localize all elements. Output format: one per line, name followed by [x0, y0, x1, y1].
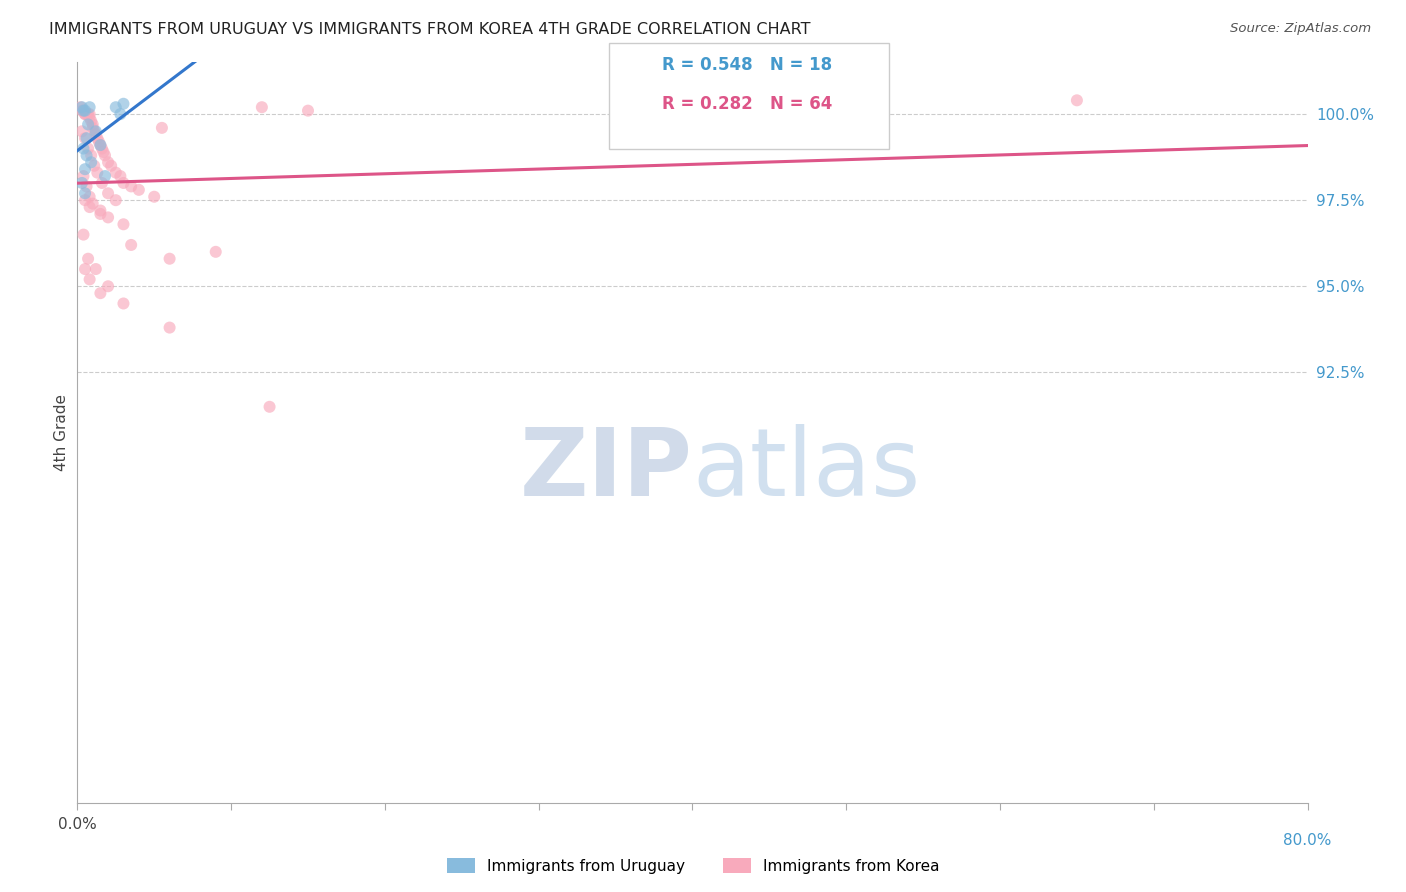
Point: [70, 124, 93, 138]
Point: [97, 155, 120, 169]
Point: [97, 279, 120, 293]
Point: [94, 148, 117, 162]
Point: [69, 100, 91, 114]
Point: [82, 120, 104, 135]
Point: [84, 128, 107, 142]
Point: [110, 107, 132, 121]
Point: [83, 124, 105, 138]
Point: [76, 107, 98, 121]
Point: [104, 193, 127, 207]
Point: [79, 111, 101, 125]
Point: [97, 211, 120, 225]
Point: [159, 320, 181, 334]
Point: [89, 207, 111, 221]
Text: 80.0%: 80.0%: [1284, 833, 1331, 848]
Point: [79, 100, 101, 114]
Point: [112, 296, 135, 310]
Point: [77, 252, 100, 266]
Point: [100, 159, 122, 173]
Point: [86, 166, 108, 180]
Text: R = 0.548   N = 18: R = 0.548 N = 18: [662, 56, 832, 74]
Point: [87, 135, 110, 149]
Point: [82, 117, 104, 131]
Point: [89, 203, 111, 218]
Point: [89, 138, 111, 153]
Point: [159, 252, 181, 266]
Point: [79, 107, 101, 121]
Point: [72, 103, 94, 118]
Point: [84, 262, 107, 277]
Point: [79, 190, 101, 204]
Point: [80, 114, 103, 128]
Point: [104, 100, 127, 114]
Point: [80, 155, 103, 169]
Point: [77, 142, 100, 156]
Text: Source: ZipAtlas.com: Source: ZipAtlas.com: [1230, 22, 1371, 36]
Text: R = 0.282   N = 64: R = 0.282 N = 64: [662, 95, 832, 113]
Point: [93, 145, 115, 159]
Point: [76, 131, 98, 145]
Point: [204, 244, 226, 259]
Point: [1066, 93, 1088, 107]
Point: [77, 107, 100, 121]
Point: [90, 176, 114, 190]
Point: [73, 162, 96, 177]
Point: [73, 262, 96, 277]
Point: [89, 286, 111, 301]
Point: [250, 100, 273, 114]
Point: [70, 103, 93, 118]
Point: [112, 176, 135, 190]
Point: [128, 183, 150, 197]
Point: [72, 169, 94, 183]
Point: [120, 179, 142, 194]
Point: [80, 148, 103, 162]
Point: [73, 131, 96, 145]
Text: atlas: atlas: [693, 424, 921, 516]
Y-axis label: 4th Grade: 4th Grade: [53, 394, 69, 471]
Point: [297, 103, 319, 118]
Point: [90, 142, 114, 156]
Point: [120, 238, 142, 252]
Point: [86, 131, 108, 145]
Point: [72, 103, 94, 118]
Point: [77, 117, 100, 131]
Point: [70, 176, 93, 190]
Point: [259, 400, 281, 414]
Point: [73, 103, 96, 118]
Point: [73, 186, 96, 201]
Point: [150, 120, 173, 135]
Point: [143, 190, 166, 204]
Point: [79, 200, 101, 214]
Point: [82, 196, 104, 211]
Point: [76, 148, 98, 162]
Point: [94, 169, 117, 183]
Point: [104, 166, 127, 180]
Point: [79, 272, 101, 286]
Point: [70, 100, 93, 114]
Point: [73, 107, 96, 121]
Point: [112, 217, 135, 231]
Point: [89, 138, 111, 153]
Point: [112, 96, 135, 111]
Point: [97, 186, 120, 201]
Point: [83, 159, 105, 173]
Point: [73, 193, 96, 207]
Point: [84, 124, 107, 138]
Point: [76, 179, 98, 194]
Point: [73, 107, 96, 121]
Legend: Immigrants from Uruguay, Immigrants from Korea: Immigrants from Uruguay, Immigrants from…: [441, 852, 945, 880]
Point: [110, 169, 132, 183]
Point: [72, 227, 94, 242]
Text: ZIP: ZIP: [520, 424, 693, 516]
Text: IMMIGRANTS FROM URUGUAY VS IMMIGRANTS FROM KOREA 4TH GRADE CORRELATION CHART: IMMIGRANTS FROM URUGUAY VS IMMIGRANTS FR…: [49, 22, 811, 37]
Point: [72, 142, 94, 156]
